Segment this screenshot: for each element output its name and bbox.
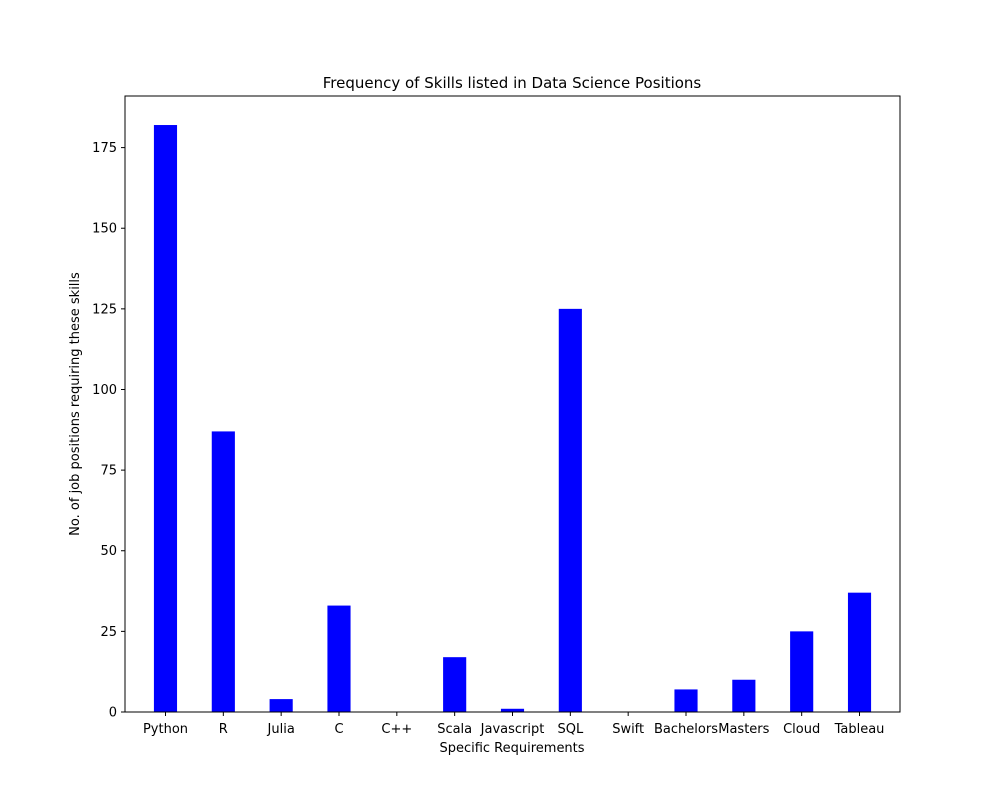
y-tick-label: 0 <box>109 706 117 721</box>
bar-scala <box>443 657 467 712</box>
x-tick-label: Masters <box>718 722 769 737</box>
bars-group <box>153 125 872 712</box>
bar-python <box>153 125 178 712</box>
y-tick-label: 150 <box>92 222 117 237</box>
y-tick-label: 50 <box>100 544 117 559</box>
bar-c <box>327 605 351 712</box>
bar-sql <box>558 308 582 712</box>
x-tick-label: C <box>334 722 343 737</box>
x-axis: Python R Julia C C++ Scala Javascript SQL Swift B… <box>143 712 884 737</box>
y-tick-label: 75 <box>100 464 117 479</box>
x-tick-label: R <box>219 722 228 737</box>
bar-julia <box>269 699 293 712</box>
bar-javascript <box>500 708 525 712</box>
y-tick-label: 100 <box>92 383 117 398</box>
bar-cloud <box>790 631 814 712</box>
plot-frame <box>124 95 901 713</box>
x-tick-label: Bachelors <box>654 722 718 737</box>
x-tick-label: Cloud <box>783 722 820 737</box>
x-tick-label: Scala <box>437 722 472 737</box>
x-tick-label: Swift <box>612 722 644 737</box>
x-tick-label: Tableau <box>834 722 885 737</box>
y-axis: 0 25 50 75 100 125 150 175 <box>92 141 125 721</box>
x-tick-label: Javascript <box>480 722 545 737</box>
x-axis-label: Specific Requirements <box>439 741 584 756</box>
bar-tableau <box>847 592 872 712</box>
bar-bachelors <box>674 689 698 712</box>
chart-title: Frequency of Skills listed in Data Scien… <box>323 74 702 92</box>
x-tick-label: Python <box>143 722 188 737</box>
y-axis-label: No. of job positions requiring these ski… <box>68 272 83 536</box>
bar-r <box>211 431 235 712</box>
y-tick-label: 175 <box>92 141 117 156</box>
x-tick-label: SQL <box>557 722 583 737</box>
x-tick-label: C++ <box>381 722 412 737</box>
y-tick-label: 125 <box>92 302 117 317</box>
y-tick-label: 25 <box>100 625 117 640</box>
x-tick-label: Julia <box>267 722 295 737</box>
bar-masters <box>732 679 756 712</box>
